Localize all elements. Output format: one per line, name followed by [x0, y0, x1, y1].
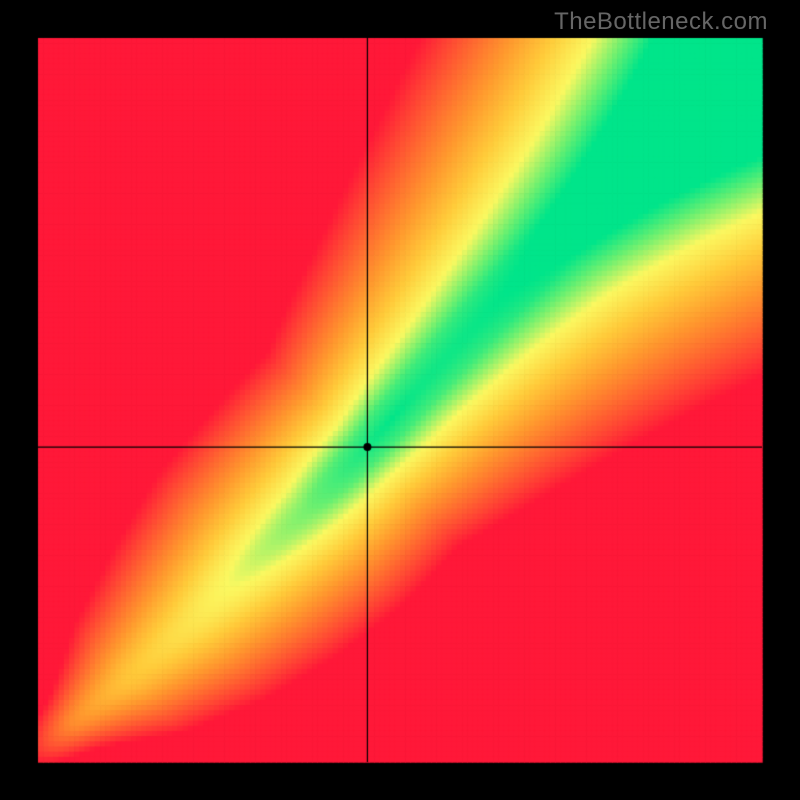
watermark-text: TheBottleneck.com	[554, 8, 768, 36]
